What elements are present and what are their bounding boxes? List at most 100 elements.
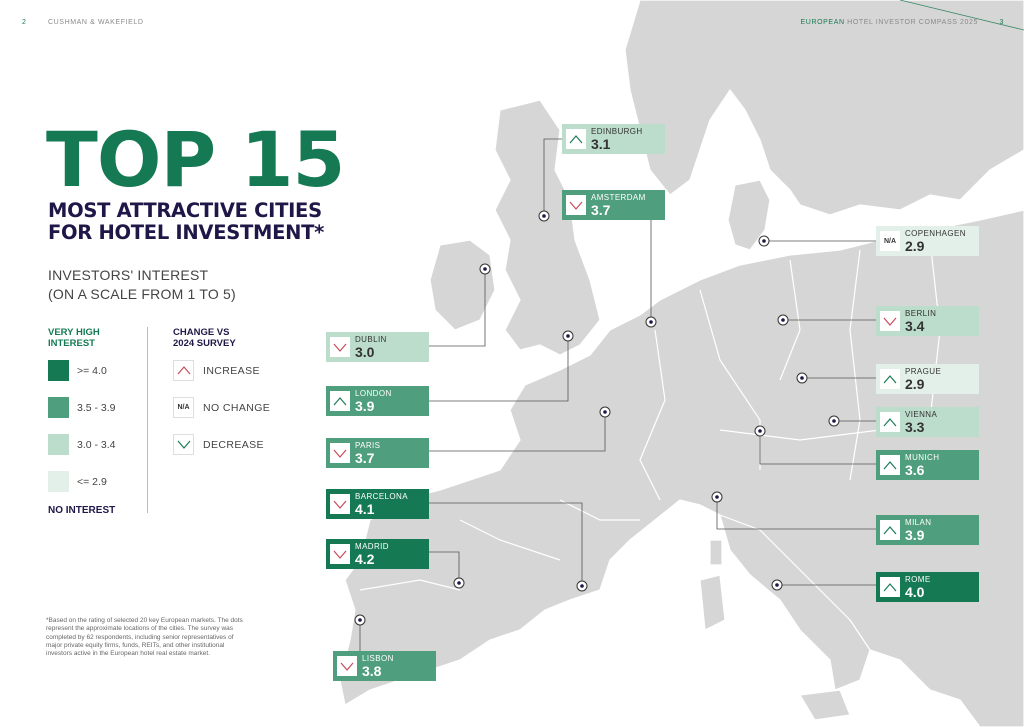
city-card-barcelona: BARCELONA 4.1: [326, 489, 429, 519]
scale-line-1: INVESTORS' INTEREST: [48, 267, 209, 283]
decrease-icon: [330, 337, 350, 357]
legend-change-heading: CHANGE VS 2024 SURVEY: [173, 327, 236, 349]
increase-icon: [566, 129, 586, 149]
city-card-rome: ROME 4.0: [876, 572, 979, 602]
footnote: *Based on the rating of selected 20 key …: [46, 617, 243, 658]
city-text: BARCELONA 4.1: [355, 491, 408, 517]
report-title-accent: EUROPEAN: [800, 19, 845, 26]
decrease-icon: [880, 311, 900, 331]
city-name: BARCELONA: [355, 491, 408, 501]
city-card-madrid: MADRID 4.2: [326, 539, 429, 569]
page-title: TOP 15: [46, 115, 345, 204]
page-number-left: 2: [22, 19, 27, 26]
city-text: AMSTERDAM 3.7: [591, 193, 646, 218]
city-card-london: LONDON 3.9: [326, 386, 429, 416]
city-card-lisbon: LISBON 3.8: [333, 651, 436, 681]
city-score: 2.9: [905, 375, 925, 392]
no-change-icon-text: N/A: [177, 404, 190, 411]
city-card-paris: PARIS 3.7: [326, 438, 429, 468]
city-name: DUBLIN: [355, 334, 387, 344]
city-name: LISBON: [362, 653, 394, 663]
scale-description: INVESTORS' INTEREST (ON A SCALE FROM 1 T…: [48, 266, 236, 304]
no-change-icon: N/A: [173, 397, 194, 418]
no-change-icon: N/A: [880, 231, 900, 251]
city-score: 4.2: [355, 550, 375, 567]
city-text: VIENNA 3.3: [905, 409, 938, 435]
city-text: MADRID 4.2: [355, 541, 389, 567]
legend-swatch-high: [48, 397, 69, 418]
increase-icon: [330, 391, 350, 411]
decrease-icon: [173, 434, 194, 455]
city-text: PARIS 3.7: [355, 441, 380, 466]
scale-line-2: (ON A SCALE FROM 1 TO 5): [48, 286, 236, 302]
increase-icon: [880, 412, 900, 432]
legend-label-medium: 3.0 - 3.4: [77, 439, 116, 451]
city-card-copenhagen: N/A COPENHAGEN 2.9: [876, 226, 979, 256]
city-card-prague: PRAGUE 2.9: [876, 364, 979, 394]
legend-interest-heading-1: VERY HIGH: [48, 327, 100, 338]
report-title: EUROPEAN HOTEL INVESTOR COMPASS 2025: [801, 19, 978, 26]
city-name: MILAN: [905, 517, 932, 527]
city-score: 3.0: [355, 343, 375, 360]
city-name: EDINBURGH: [591, 126, 643, 136]
city-card-vienna: VIENNA 3.3: [876, 407, 979, 437]
city-score: 3.7: [591, 201, 611, 218]
legend-change-heading-2: 2024 SURVEY: [173, 338, 236, 349]
city-name: ROME: [905, 574, 931, 584]
city-text: PRAGUE 2.9: [905, 366, 942, 392]
city-text: LONDON 3.9: [355, 388, 392, 414]
city-score: 3.6: [905, 461, 925, 478]
legend-swatch-low: [48, 471, 69, 492]
legend-interest-heading: VERY HIGH INTEREST: [48, 327, 100, 349]
city-text: DUBLIN 3.0: [355, 334, 387, 360]
decrease-icon: [330, 544, 350, 564]
city-name: MUNICH: [905, 452, 940, 462]
legend-interest-heading-2: INTEREST: [48, 338, 95, 349]
legend-increase-label: INCREASE: [203, 365, 260, 377]
city-text: COPENHAGEN 2.9: [905, 228, 966, 253]
legend-label-low: <= 2.9: [77, 476, 107, 488]
city-name: VIENNA: [905, 409, 938, 419]
city-score: 3.4: [905, 317, 925, 334]
city-score: 3.7: [355, 449, 375, 466]
increase-icon: [880, 577, 900, 597]
city-text: LISBON 3.8: [362, 653, 394, 678]
city-score: 3.3: [905, 418, 925, 435]
city-name: MADRID: [355, 541, 389, 551]
city-card-dublin: DUBLIN 3.0: [326, 332, 429, 362]
city-card-amsterdam: AMSTERDAM 3.7: [562, 190, 665, 220]
decrease-icon: [337, 656, 357, 676]
city-score: 4.1: [355, 500, 375, 517]
page-number-right: 3: [999, 19, 1004, 26]
legend-no-interest: NO INTEREST: [48, 505, 116, 516]
legend-divider: [147, 327, 148, 513]
city-name: COPENHAGEN: [905, 228, 966, 238]
city-name: LONDON: [355, 388, 392, 398]
city-name: BERLIN: [905, 308, 937, 318]
decrease-icon: [566, 195, 586, 215]
city-text: MUNICH 3.6: [905, 452, 940, 478]
city-text: MILAN 3.9: [905, 517, 932, 543]
subtitle-line-2: FOR HOTEL INVESTMENT*: [48, 221, 325, 244]
city-dots: [354, 210, 840, 626]
city-text: ROME 4.0: [905, 574, 931, 600]
increase-icon: [880, 455, 900, 475]
legend-swatch-very-high: [48, 360, 69, 381]
legend-decrease-label: DECREASE: [203, 439, 264, 451]
report-title-rest: HOTEL INVESTOR COMPASS 2025: [844, 19, 978, 26]
city-score: 3.9: [355, 397, 375, 414]
brand-name: CUSHMAN & WAKEFIELD: [48, 19, 144, 26]
city-score: 3.9: [905, 526, 925, 543]
legend-label-very-high: >= 4.0: [77, 365, 107, 377]
increase-icon: [880, 369, 900, 389]
legend-label-high: 3.5 - 3.9: [77, 402, 116, 414]
decrease-icon: [330, 443, 350, 463]
city-name: PRAGUE: [905, 366, 942, 376]
city-text: EDINBURGH 3.1: [591, 126, 643, 151]
page-subtitle: MOST ATTRACTIVE CITIES FOR HOTEL INVESTM…: [48, 200, 324, 244]
legend-change-heading-1: CHANGE VS: [173, 327, 230, 338]
subtitle-line-1: MOST ATTRACTIVE CITIES: [48, 199, 322, 222]
city-score: 4.0: [905, 583, 925, 600]
